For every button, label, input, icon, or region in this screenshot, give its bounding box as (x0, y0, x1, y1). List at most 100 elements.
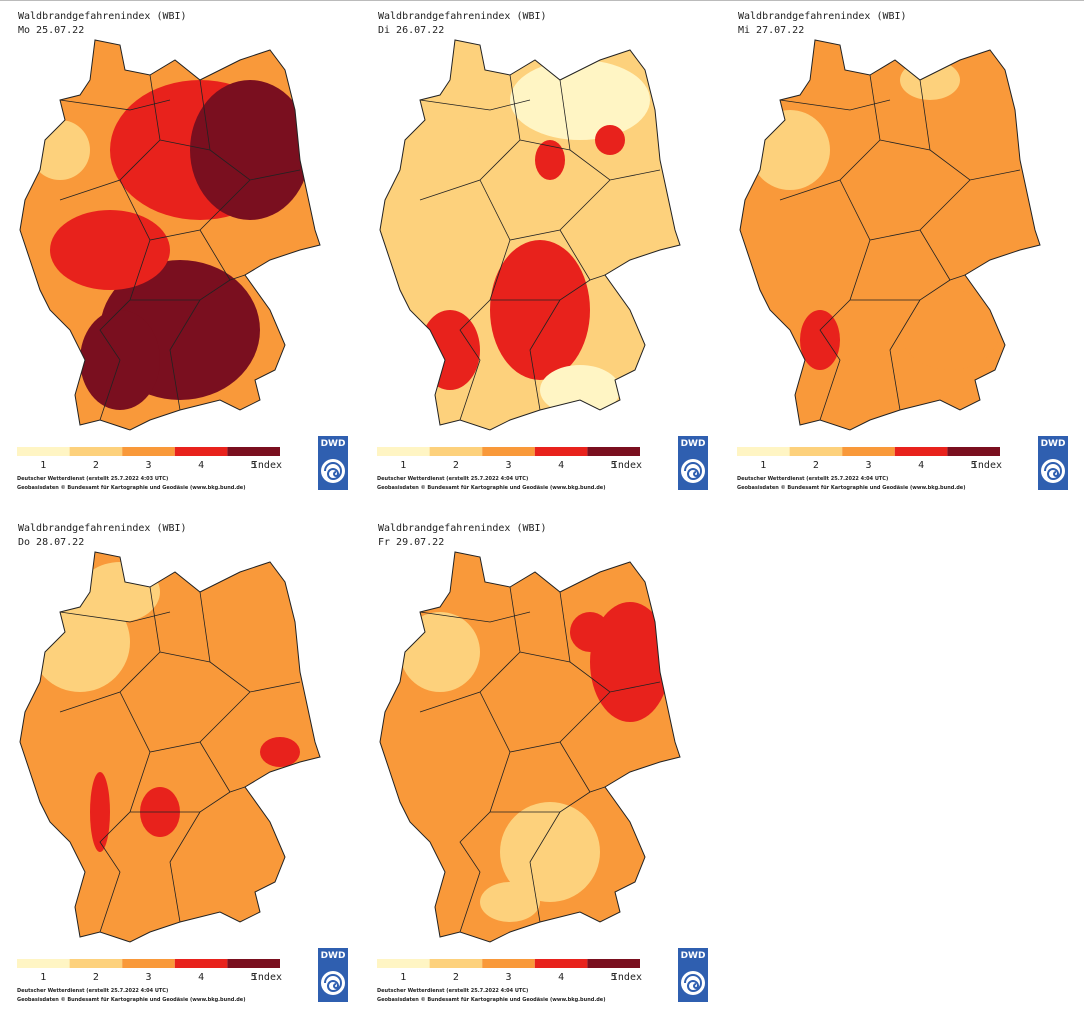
country-border (379, 551, 681, 943)
state-borders (419, 586, 661, 933)
dwd-logo: DWD (318, 948, 348, 1002)
svg-text:DWD: DWD (321, 439, 346, 449)
legend-swatch (587, 959, 640, 968)
legend-swatch (227, 959, 280, 968)
map-area (540, 365, 620, 415)
legend-swatch (429, 959, 483, 968)
legend-swatch (534, 447, 588, 456)
dwd-logo: DWD (1038, 436, 1068, 490)
country-border (739, 39, 1041, 431)
legend-label: 4 (558, 460, 564, 471)
legend-swatch (17, 959, 70, 968)
legend-swatch (482, 447, 535, 456)
legend-unit: Index (252, 460, 282, 471)
map-area (490, 240, 590, 380)
map-area (535, 140, 565, 180)
legend-label: 1 (400, 972, 406, 983)
panel-date: Di 26.07.22 (378, 25, 444, 36)
legend-label: 4 (558, 972, 564, 983)
panel-title: Waldbrandgefahrenindex (WBI) (738, 11, 907, 22)
footer-line: Geobasisdaten © Bundesamt für Kartograph… (17, 997, 245, 1003)
map (379, 551, 681, 943)
map-area (80, 562, 160, 622)
svg-text:DWD: DWD (681, 951, 706, 961)
map-area (420, 310, 480, 390)
legend-swatch (377, 959, 430, 968)
map (19, 39, 321, 431)
legend-label: 5 (971, 460, 977, 471)
legend-swatch (69, 959, 123, 968)
legend-swatch (122, 447, 175, 456)
legend-label: 1 (40, 460, 46, 471)
footer-line: Deutscher Wetterdienst (erstellt 25.7.20… (17, 988, 168, 994)
panel-title: Waldbrandgefahrenindex (WBI) (378, 11, 547, 22)
country-border (19, 39, 321, 431)
map-area (190, 80, 310, 220)
legend-swatch (947, 447, 1000, 456)
panel: Waldbrandgefahrenindex (WBI) Di 26.07.22 1… (377, 11, 708, 491)
legend-swatch (789, 447, 843, 456)
map-areas (750, 60, 1000, 370)
legend-unit: Index (252, 972, 282, 983)
map-area (750, 110, 830, 190)
map-area (50, 210, 170, 290)
legend-label: 3 (505, 972, 511, 983)
legend-unit: Index (972, 460, 1002, 471)
panel-title: Waldbrandgefahrenindex (WBI) (18, 523, 187, 534)
legend-swatch (17, 447, 70, 456)
legend-label: 4 (198, 460, 204, 471)
svg-text:DWD: DWD (681, 439, 706, 449)
legend-label: 3 (865, 460, 871, 471)
footer-line: Geobasisdaten © Bundesamt für Kartograph… (737, 485, 965, 491)
legend-label: 3 (145, 972, 151, 983)
map-area (510, 60, 650, 140)
legend-label: 2 (813, 460, 819, 471)
legend-label: 1 (760, 460, 766, 471)
footer-line: Deutscher Wetterdienst (erstellt 25.7.20… (377, 476, 528, 482)
panel-date: Fr 29.07.22 (378, 537, 444, 548)
legend-swatch (69, 447, 123, 456)
state-borders (419, 74, 661, 421)
legend-label: 5 (611, 460, 617, 471)
legend-swatch (377, 447, 430, 456)
panel-date: Mi 27.07.22 (738, 25, 804, 36)
map (19, 551, 321, 943)
legend-swatch (894, 447, 948, 456)
legend-swatch (587, 447, 640, 456)
map (379, 39, 681, 431)
panel-title: Waldbrandgefahrenindex (WBI) (18, 11, 187, 22)
panel-title: Waldbrandgefahrenindex (WBI) (378, 523, 547, 534)
map-area (90, 772, 110, 852)
legend-label: 2 (453, 972, 459, 983)
footer-line: Geobasisdaten © Bundesamt für Kartograph… (17, 485, 245, 491)
map-area (900, 290, 1000, 370)
map-area (400, 612, 480, 692)
map-area (900, 60, 960, 100)
panel: Waldbrandgefahrenindex (WBI) Mi 27.07.22 1… (737, 11, 1068, 491)
country-border (19, 551, 321, 943)
map-area (260, 737, 300, 767)
legend-label: 1 (40, 972, 46, 983)
map-area (480, 882, 540, 922)
panel: Waldbrandgefahrenindex (WBI) Fr 29.07.22 1… (377, 523, 708, 1003)
legend-swatch (174, 959, 228, 968)
footer-line: Deutscher Wetterdienst (erstellt 25.7.20… (737, 476, 888, 482)
legend-swatch (174, 447, 228, 456)
map-area (570, 612, 610, 652)
legend-label: 2 (93, 460, 99, 471)
panel: Waldbrandgefahrenindex (WBI) Mo 25.07.22 1… (17, 11, 348, 491)
svg-text:DWD: DWD (321, 951, 346, 961)
legend-label: 4 (198, 972, 204, 983)
legend-label: 3 (145, 460, 151, 471)
legend-swatch (482, 959, 535, 968)
panel-date: Mo 25.07.22 (18, 25, 84, 36)
map-area (380, 100, 470, 180)
map-area (800, 310, 840, 370)
legend-label: 5 (251, 972, 257, 983)
state-borders (59, 74, 301, 421)
legend-label: 2 (453, 460, 459, 471)
state-borders (779, 74, 1021, 421)
legend-swatch (842, 447, 895, 456)
country-border (379, 39, 681, 431)
